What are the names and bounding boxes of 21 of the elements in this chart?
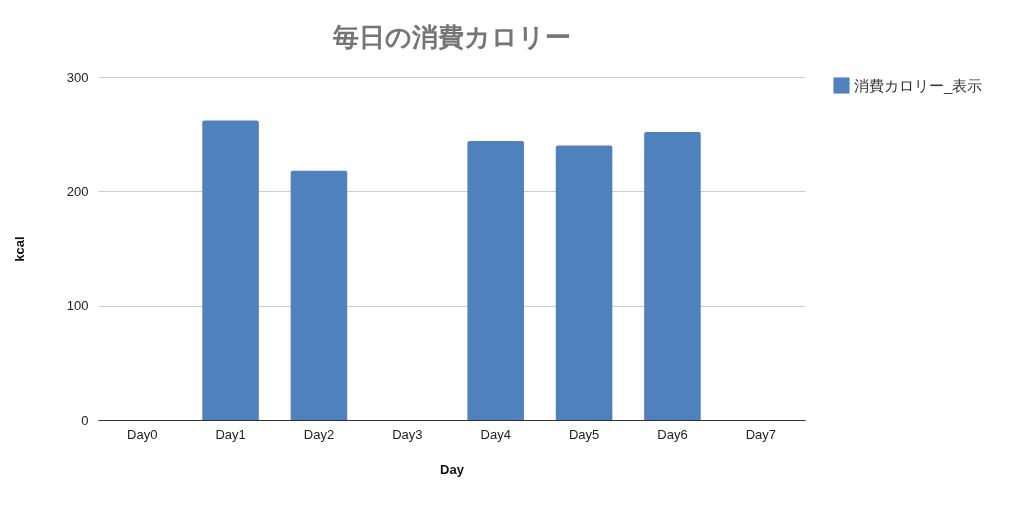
x-tick-label: Day7 bbox=[745, 426, 776, 442]
x-axis-title: Day bbox=[440, 461, 465, 477]
bar bbox=[202, 120, 259, 420]
x-tick-label: Day5 bbox=[568, 426, 600, 442]
bar bbox=[555, 145, 613, 420]
y-axis-title: kcal bbox=[11, 236, 27, 262]
bar bbox=[644, 131, 701, 420]
y-tick-label: 200 bbox=[66, 183, 89, 199]
y-tick-label: 100 bbox=[66, 298, 89, 314]
chart-title: 毎日の消費カロリー bbox=[331, 22, 571, 52]
x-tick-label: Day0 bbox=[127, 426, 158, 442]
bar bbox=[467, 141, 524, 420]
bar bbox=[290, 170, 348, 420]
x-tick-label: Day6 bbox=[657, 426, 688, 442]
legend-label: 消費カロリー_表示 bbox=[854, 76, 983, 94]
x-tick-label: Day1 bbox=[215, 426, 246, 442]
x-tick-label: Day4 bbox=[480, 426, 511, 442]
x-tick-label: Day2 bbox=[303, 426, 335, 442]
y-tick-label: 0 bbox=[81, 412, 89, 428]
y-tick-label: 300 bbox=[66, 69, 89, 85]
x-tick-label: Day3 bbox=[392, 426, 423, 442]
